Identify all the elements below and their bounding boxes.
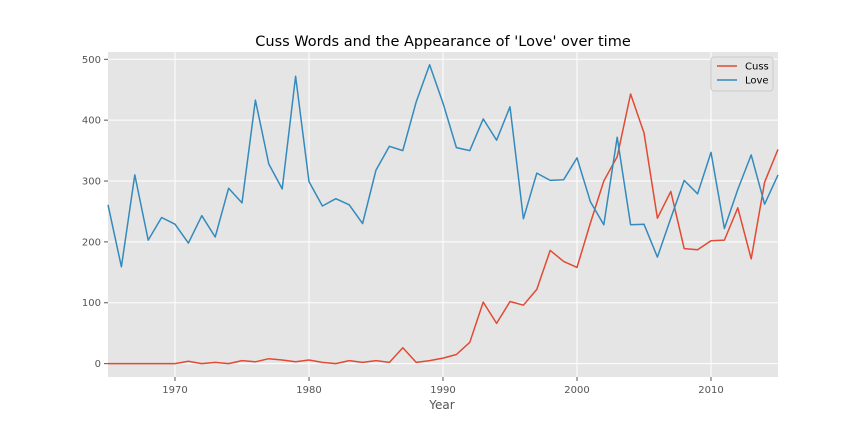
chart-title: Cuss Words and the Appearance of 'Love' …	[255, 34, 631, 50]
legend-label-love: Love	[745, 76, 769, 87]
x-axis-label: Year	[428, 398, 454, 412]
y-tick-label: 400	[82, 116, 101, 127]
series-line-cuss	[108, 93, 779, 365]
grid	[108, 52, 778, 377]
x-tick-label: 1980	[296, 385, 321, 396]
y-tick-label: 200	[82, 237, 101, 248]
x-tick-label: 2000	[564, 385, 589, 396]
y-axis-ticks: 0 100 200 300 400 500	[82, 55, 108, 370]
series-lines	[107, 64, 779, 365]
y-tick-label: 300	[82, 177, 101, 188]
x-tick-label: 1990	[430, 385, 455, 396]
y-tick-label: 500	[82, 55, 101, 66]
legend: Cuss Love	[710, 56, 774, 92]
y-tick-label: 0	[95, 359, 101, 370]
x-tick-label: 1970	[162, 385, 187, 396]
x-axis-ticks: 1970 1980 1990 2000 2010	[162, 377, 724, 396]
y-tick-label: 100	[82, 298, 101, 309]
series-line-love	[107, 64, 779, 268]
x-tick-label: 2010	[698, 385, 723, 396]
legend-label-cuss: Cuss	[745, 62, 769, 73]
